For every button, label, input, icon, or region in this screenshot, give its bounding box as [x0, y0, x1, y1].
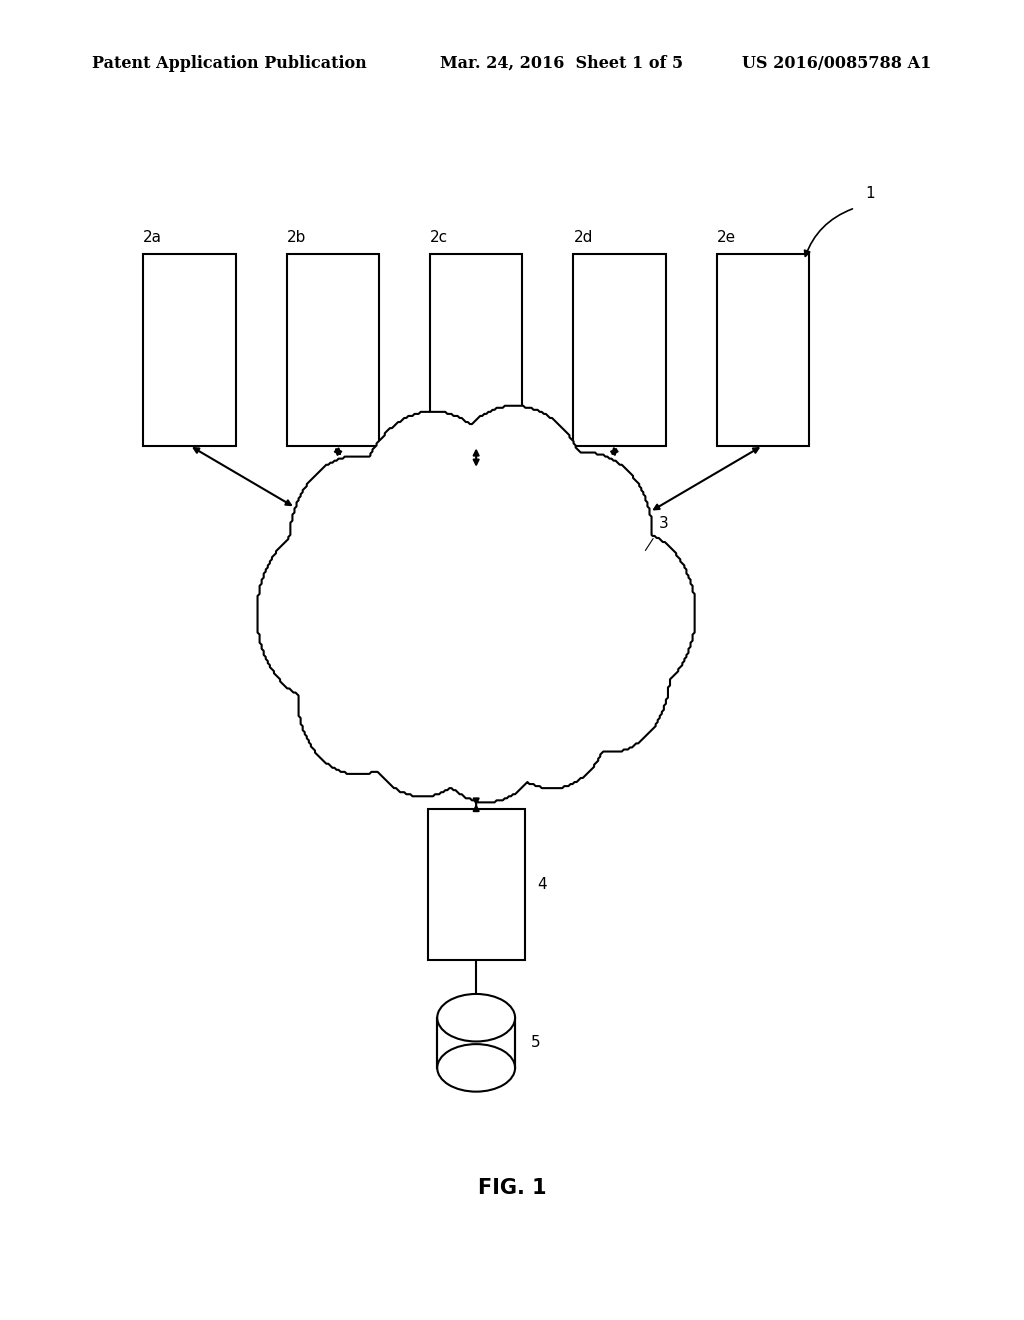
Text: 4: 4: [538, 876, 547, 892]
Bar: [428, 808, 525, 961]
Bar: [143, 253, 236, 446]
Bar: [573, 253, 666, 446]
Text: 2b: 2b: [287, 230, 306, 244]
Ellipse shape: [437, 994, 515, 1041]
Bar: [437, 1018, 515, 1068]
Ellipse shape: [437, 1044, 515, 1092]
Text: Mar. 24, 2016  Sheet 1 of 5: Mar. 24, 2016 Sheet 1 of 5: [440, 55, 683, 71]
Text: 2a: 2a: [143, 230, 163, 244]
Text: US 2016/0085788 A1: US 2016/0085788 A1: [742, 55, 932, 71]
Text: 5: 5: [530, 1035, 540, 1051]
Text: 2e: 2e: [717, 230, 736, 244]
Text: 1: 1: [865, 186, 874, 201]
Text: 3: 3: [659, 516, 669, 531]
Bar: [287, 253, 379, 446]
Bar: [430, 253, 522, 446]
Text: 2c: 2c: [430, 230, 449, 244]
Text: Patent Application Publication: Patent Application Publication: [92, 55, 367, 71]
Text: FIG. 1: FIG. 1: [477, 1177, 547, 1199]
Text: 2d: 2d: [573, 230, 593, 244]
Bar: [717, 253, 809, 446]
